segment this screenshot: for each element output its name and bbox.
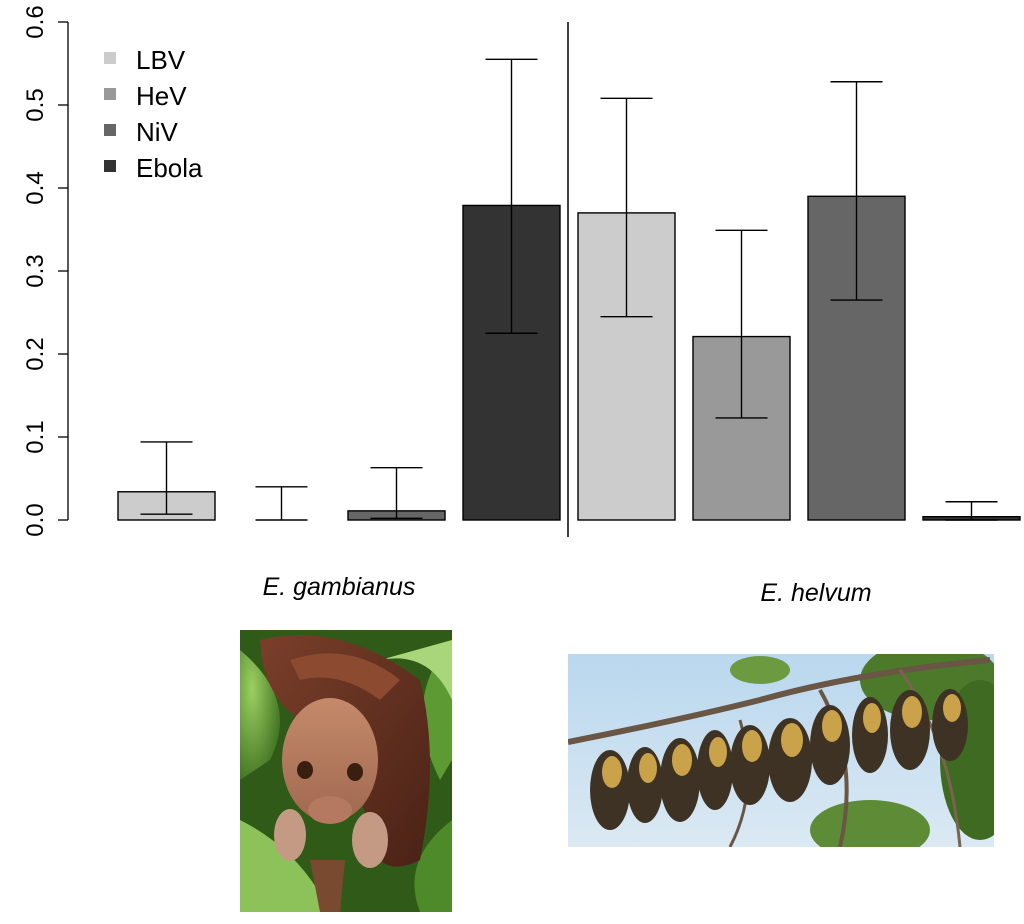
legend-label-lbv: LBV [136, 45, 186, 75]
y-tick-label-0: 0.0 [22, 503, 49, 536]
group-label-helvum: E. helvum [760, 579, 871, 607]
legend-label-ebola: Ebola [136, 153, 203, 183]
legend-swatch-ebola [104, 160, 116, 172]
group-label-gambianus: E. gambianus [263, 573, 416, 601]
legend-swatch-hev [104, 88, 116, 100]
helvum-colony-photo [568, 654, 994, 847]
gambianus-bat-photo [240, 630, 452, 912]
legend-label-hev: HeV [136, 81, 187, 111]
y-axis-ticks: 0.0 0.1 0.2 0.3 0.4 0.5 0.6 [22, 5, 68, 537]
y-tick-label-3: 0.3 [22, 254, 49, 287]
y-tick-label-4: 0.4 [22, 171, 49, 204]
bars [117, 58, 1021, 521]
legend-swatch-lbv [104, 52, 116, 64]
y-tick-label-6: 0.6 [22, 5, 49, 38]
y-tick-label-5: 0.5 [22, 88, 49, 121]
legend: LBV HeV NiV Ebola [104, 45, 203, 183]
y-tick-label-2: 0.2 [22, 337, 49, 370]
legend-swatch-niv [104, 124, 116, 136]
legend-label-niv: NiV [136, 117, 179, 147]
y-tick-label-1: 0.1 [22, 420, 49, 453]
